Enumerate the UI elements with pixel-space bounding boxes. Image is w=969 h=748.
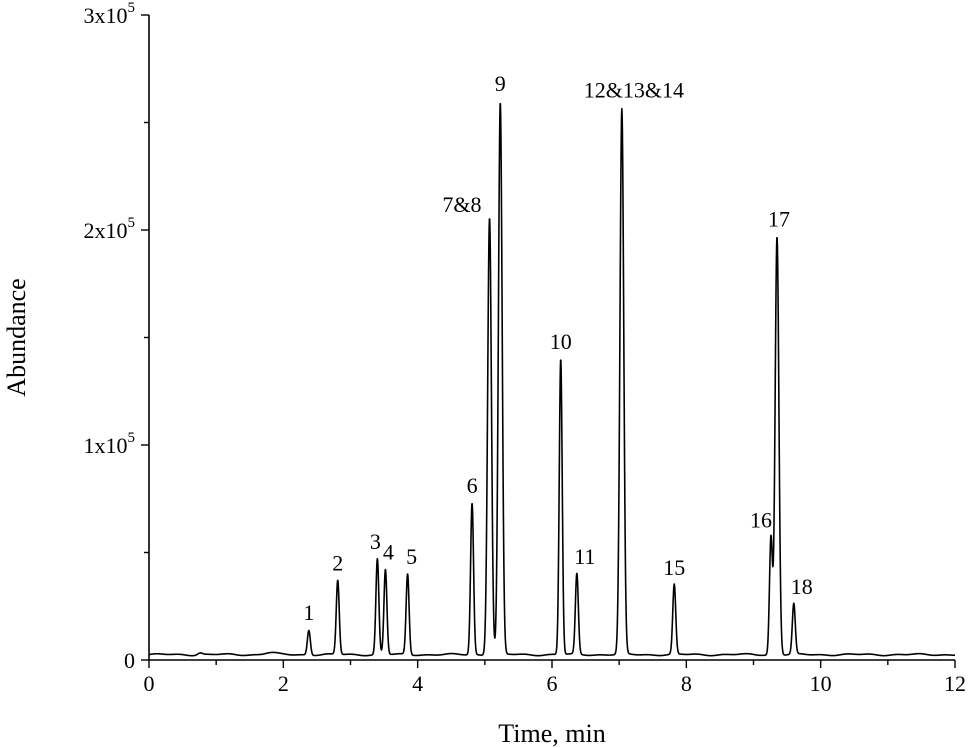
peak-label: 11	[574, 544, 595, 569]
peak-label: 2	[332, 550, 343, 575]
plot-area: 12 3 4 5 6 7&8 9 10 11 12&13&14 15 16 17 18	[148, 71, 956, 657]
peak-label: 4	[383, 540, 394, 565]
peak-label: 5	[406, 544, 417, 569]
x-tick-label: 6	[547, 671, 558, 696]
peak-label: 12&13&14	[584, 78, 684, 103]
x-tick-label: 10	[810, 671, 832, 696]
y-tick-exponent: 5	[128, 0, 136, 16]
peak-label: 6	[467, 473, 478, 498]
peak-label: 15	[663, 555, 685, 580]
y-tick-exponent: 5	[128, 215, 136, 231]
x-tick-label: 0	[144, 671, 155, 696]
peak-label: 1	[303, 600, 314, 625]
x-axis-title: Time, min	[498, 719, 605, 748]
x-tick-label: 12	[944, 671, 966, 696]
peak-label: 9	[495, 71, 506, 96]
chromatogram-trace	[148, 103, 956, 657]
peak-label: 7&8	[442, 192, 481, 217]
peak-label: 3	[370, 529, 381, 554]
x-tick-label: 4	[412, 671, 423, 696]
y-tick-label: 1x105	[84, 430, 136, 458]
peak-label: 10	[550, 329, 572, 354]
x-tick-label: 8	[681, 671, 692, 696]
y-axis-title: Abundance	[2, 278, 31, 396]
x-tick-label: 2	[278, 671, 289, 696]
peak-label: 18	[791, 574, 813, 599]
y-tick-label: 3x105	[84, 0, 136, 28]
y-tick-exponent: 5	[128, 430, 136, 446]
y-tick-label: 0	[124, 648, 135, 673]
y-tick-label: 2x105	[84, 215, 136, 243]
peak-label: 16	[750, 507, 772, 532]
peak-label: 17	[768, 206, 790, 231]
